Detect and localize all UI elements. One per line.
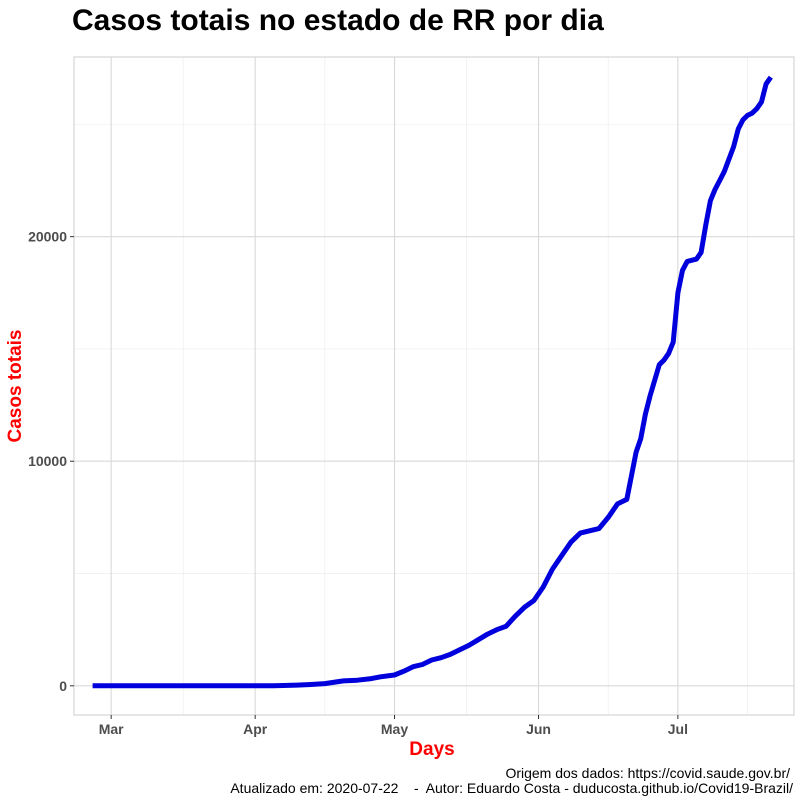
- y-tick-label: 0: [59, 678, 67, 694]
- y-axis-title: Casos totais: [5, 330, 26, 443]
- x-tick-label: Jun: [526, 721, 551, 737]
- chart-title: Casos totais no estado de RR por dia: [72, 4, 604, 37]
- x-tick-label: Apr: [243, 721, 268, 737]
- grid: [74, 57, 794, 715]
- x-tick-label: Mar: [99, 721, 124, 737]
- series-layer: [92, 75, 773, 689]
- x-tick-label: May: [381, 721, 408, 737]
- x-axis-title: Days: [409, 739, 454, 760]
- source-caption: Origem dos dados: https://covid.saude.go…: [505, 765, 790, 781]
- y-tick-label: 20000: [28, 229, 67, 245]
- axis-ticks: 0 10000 20000 Mar Apr May Jun Jul: [28, 229, 688, 737]
- series-line: [92, 75, 773, 689]
- plot-panel: [73, 56, 795, 716]
- updated-caption: Atualizado em: 2020-07-22 - Autor: Eduar…: [230, 780, 793, 796]
- y-tick-label: 10000: [28, 453, 67, 469]
- x-tick-label: Jul: [668, 721, 688, 737]
